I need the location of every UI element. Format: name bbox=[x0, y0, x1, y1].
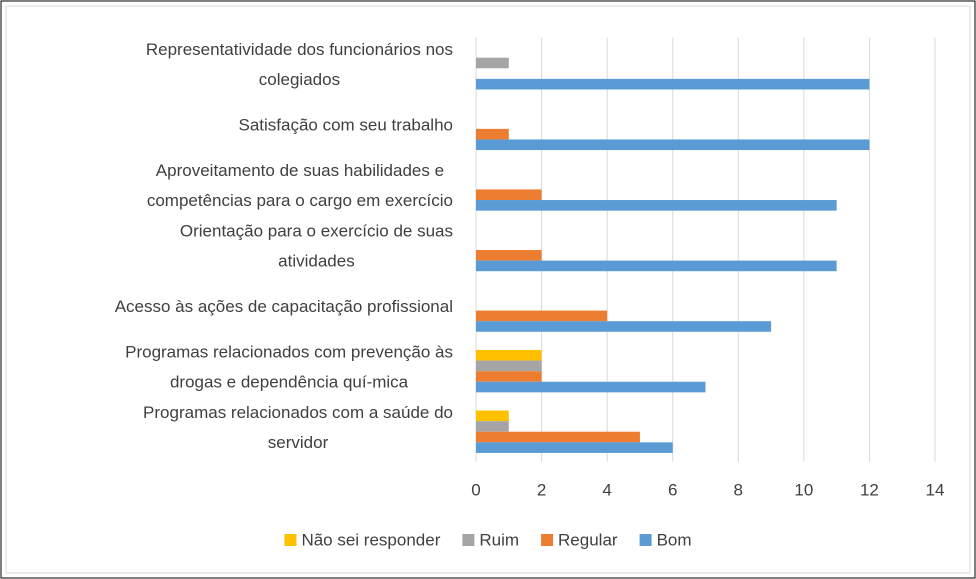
bar bbox=[476, 260, 837, 272]
x-tick-label: 10 bbox=[794, 480, 813, 499]
legend-label: Bom bbox=[657, 530, 692, 549]
bar bbox=[476, 431, 640, 443]
category-label: competências para o cargo em exercício bbox=[147, 191, 453, 210]
bar bbox=[476, 128, 509, 140]
bar bbox=[476, 321, 772, 332]
bar bbox=[476, 410, 509, 422]
x-tick-label: 12 bbox=[860, 480, 879, 499]
bar bbox=[476, 442, 673, 453]
legend-swatch bbox=[541, 534, 554, 546]
category-label: Orientação para o exercício de suas bbox=[180, 221, 453, 240]
legend-label: Regular bbox=[558, 530, 618, 549]
legend-label: Ruim bbox=[479, 530, 519, 549]
bar bbox=[476, 57, 509, 69]
bar bbox=[476, 189, 542, 201]
bar bbox=[476, 371, 542, 382]
bar bbox=[476, 349, 542, 361]
x-tick-label: 8 bbox=[734, 480, 743, 499]
x-tick-label: 14 bbox=[926, 480, 945, 499]
bar bbox=[476, 78, 870, 90]
x-tick-label: 0 bbox=[471, 480, 480, 499]
category-label: Programas relacionados com prevenção às bbox=[125, 343, 453, 362]
bar bbox=[476, 381, 706, 393]
category-label: servidor bbox=[268, 433, 329, 452]
category-label: atividades bbox=[278, 251, 355, 270]
x-tick-label: 4 bbox=[602, 480, 611, 499]
legend-swatch bbox=[639, 534, 652, 546]
category-label: Programas relacionados com a saúde do bbox=[143, 403, 453, 422]
category-label: Representatividade dos funcionários nos bbox=[146, 40, 453, 59]
category-label: Satisfação com seu trabalho bbox=[238, 115, 453, 134]
chart-border bbox=[5, 5, 971, 574]
category-label: colegiados bbox=[259, 70, 340, 89]
category-label: Acesso às ações de capacitação profissio… bbox=[115, 297, 453, 316]
category-label: drogas e dependência quí-mica bbox=[170, 373, 409, 392]
bar bbox=[476, 139, 870, 151]
bar bbox=[476, 310, 608, 322]
legend-swatch bbox=[284, 534, 297, 546]
bar bbox=[476, 250, 542, 261]
bar bbox=[476, 421, 509, 432]
x-tick-label: 6 bbox=[668, 480, 677, 499]
legend-label: Não sei responder bbox=[301, 530, 440, 549]
category-label: Aproveitamento de suas habilidades e bbox=[156, 161, 444, 180]
bar bbox=[476, 360, 542, 372]
legend-swatch bbox=[462, 534, 475, 546]
x-tick-label: 2 bbox=[537, 480, 546, 499]
bar bbox=[476, 200, 837, 211]
